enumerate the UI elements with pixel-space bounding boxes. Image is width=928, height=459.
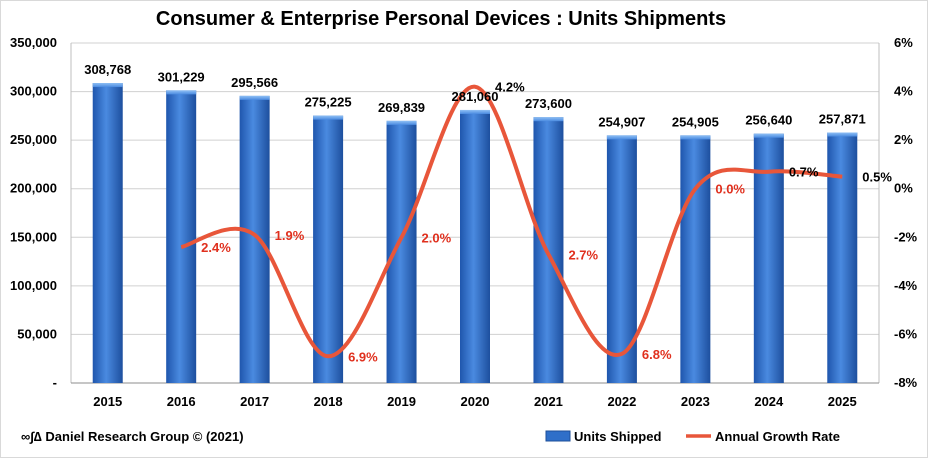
x-tick-label: 2021: [534, 394, 563, 409]
bar-value-label: 273,600: [525, 96, 572, 111]
y-left-tick-label: 150,000: [10, 229, 57, 244]
x-tick-label: 2025: [828, 394, 857, 409]
bar-top-2025: [827, 132, 858, 137]
y-left-tick-label: 300,000: [10, 84, 57, 99]
bar-2025: [827, 132, 858, 383]
bar-value-label: 269,839: [378, 100, 425, 115]
y-right-tick-label: 0%: [894, 181, 913, 196]
bar-2020: [460, 109, 490, 384]
bar-2024: [753, 133, 784, 383]
bar-2016: [166, 90, 197, 384]
x-tick-label: 2020: [461, 394, 490, 409]
growth-rate-data-labels: 2.4% 1.9% 6.9% 2.0% 4.2% 2.7% 6.8% 0.0% 0.7% 0.5%: [201, 80, 892, 365]
x-axis-ticks: 2015 2016 2017 2018 2019 2020 2021 2022 2023 2024…: [93, 394, 856, 409]
bar-value-label: 308,768: [84, 62, 131, 77]
x-tick-label: 2016: [167, 394, 196, 409]
bar-top-2016: [166, 90, 197, 95]
y-right-tick-label: -2%: [894, 229, 918, 244]
growth-value-label: 6.8%: [642, 347, 672, 362]
y-right-tick-label: -8%: [894, 375, 918, 390]
y-right-tick-label: -4%: [894, 278, 918, 293]
legend-label-units: Units Shipped: [574, 429, 661, 444]
y-axis-left-ticks: - 50,000 100,000 150,000 200,000 250,000 300,0…: [10, 35, 57, 390]
bar-2017: [239, 95, 270, 383]
growth-value-label: 0.7%: [789, 165, 819, 180]
bar-top-2024: [753, 133, 784, 138]
bar-top-2018: [313, 115, 344, 120]
bar-2023: [680, 135, 711, 383]
growth-value-label: 2.0%: [422, 230, 452, 245]
bar-top-2020: [460, 109, 490, 114]
credit-text: ∞∫∆ Daniel Research Group © (2021): [21, 429, 244, 444]
x-tick-label: 2019: [387, 394, 416, 409]
bar-value-label: 281,060: [452, 89, 499, 104]
y-left-tick-label: 100,000: [10, 278, 57, 293]
bar-top-2022: [606, 135, 637, 140]
growth-rate-line-group: [180, 84, 843, 359]
x-tick-label: 2023: [681, 394, 710, 409]
growth-value-label: 2.7%: [568, 247, 598, 262]
bar-value-label: 257,871: [819, 111, 866, 126]
bar-2018: [313, 115, 344, 383]
units-shipped-bars: [92, 83, 858, 384]
bar-value-label: 275,225: [305, 95, 352, 110]
legend: Units Shipped Annual Growth Rate: [545, 429, 840, 444]
y-right-tick-label: 4%: [894, 84, 913, 99]
y-left-tick-label: -: [53, 375, 57, 390]
units-shipped-data-labels: 308,768 301,229 295,566 275,225 269,839 281,0…: [84, 62, 866, 129]
growth-value-label: 0.5%: [862, 170, 892, 185]
x-tick-label: 2024: [754, 394, 784, 409]
bar-2015: [92, 83, 123, 383]
growth-value-label: 2.4%: [201, 240, 231, 255]
bar-top-2019: [386, 120, 417, 125]
x-tick-label: 2022: [607, 394, 636, 409]
bar-top-2017: [239, 95, 270, 100]
growth-value-label: 6.9%: [348, 349, 378, 364]
bar-top-2021: [533, 117, 564, 122]
bar-value-label: 256,640: [745, 113, 792, 128]
legend-swatch-units: [545, 430, 571, 442]
y-left-tick-label: 250,000: [10, 132, 57, 147]
growth-value-label: 0.0%: [715, 182, 745, 197]
y-left-tick-label: 50,000: [17, 326, 57, 341]
growth-value-label: 4.2%: [495, 80, 525, 95]
growth-rate-line: [180, 84, 843, 359]
y-right-tick-label: -6%: [894, 326, 918, 341]
y-axis-right-ticks: -8% -6% -4% -2% 0% 2% 4% 6%: [894, 35, 918, 390]
x-tick-label: 2017: [240, 394, 269, 409]
y-right-tick-label: 2%: [894, 132, 913, 147]
bar-top-2023: [680, 135, 711, 140]
bar-value-label: 254,905: [672, 114, 719, 129]
bar-value-label: 295,566: [231, 75, 278, 90]
growth-value-label: 1.9%: [275, 228, 305, 243]
x-tick-label: 2018: [314, 394, 343, 409]
bar-value-label: 254,907: [598, 114, 645, 129]
chart-title: Consumer & Enterprise Personal Devices :…: [156, 8, 726, 30]
bar-top-2015: [92, 83, 123, 88]
y-left-tick-label: 200,000: [10, 181, 57, 196]
bar-2019: [386, 120, 417, 383]
y-right-tick-label: 6%: [894, 35, 913, 50]
y-left-tick-label: 350,000: [10, 35, 57, 50]
legend-label-growth: Annual Growth Rate: [715, 429, 840, 444]
bar-value-label: 301,229: [158, 69, 205, 84]
x-tick-label: 2015: [93, 394, 122, 409]
